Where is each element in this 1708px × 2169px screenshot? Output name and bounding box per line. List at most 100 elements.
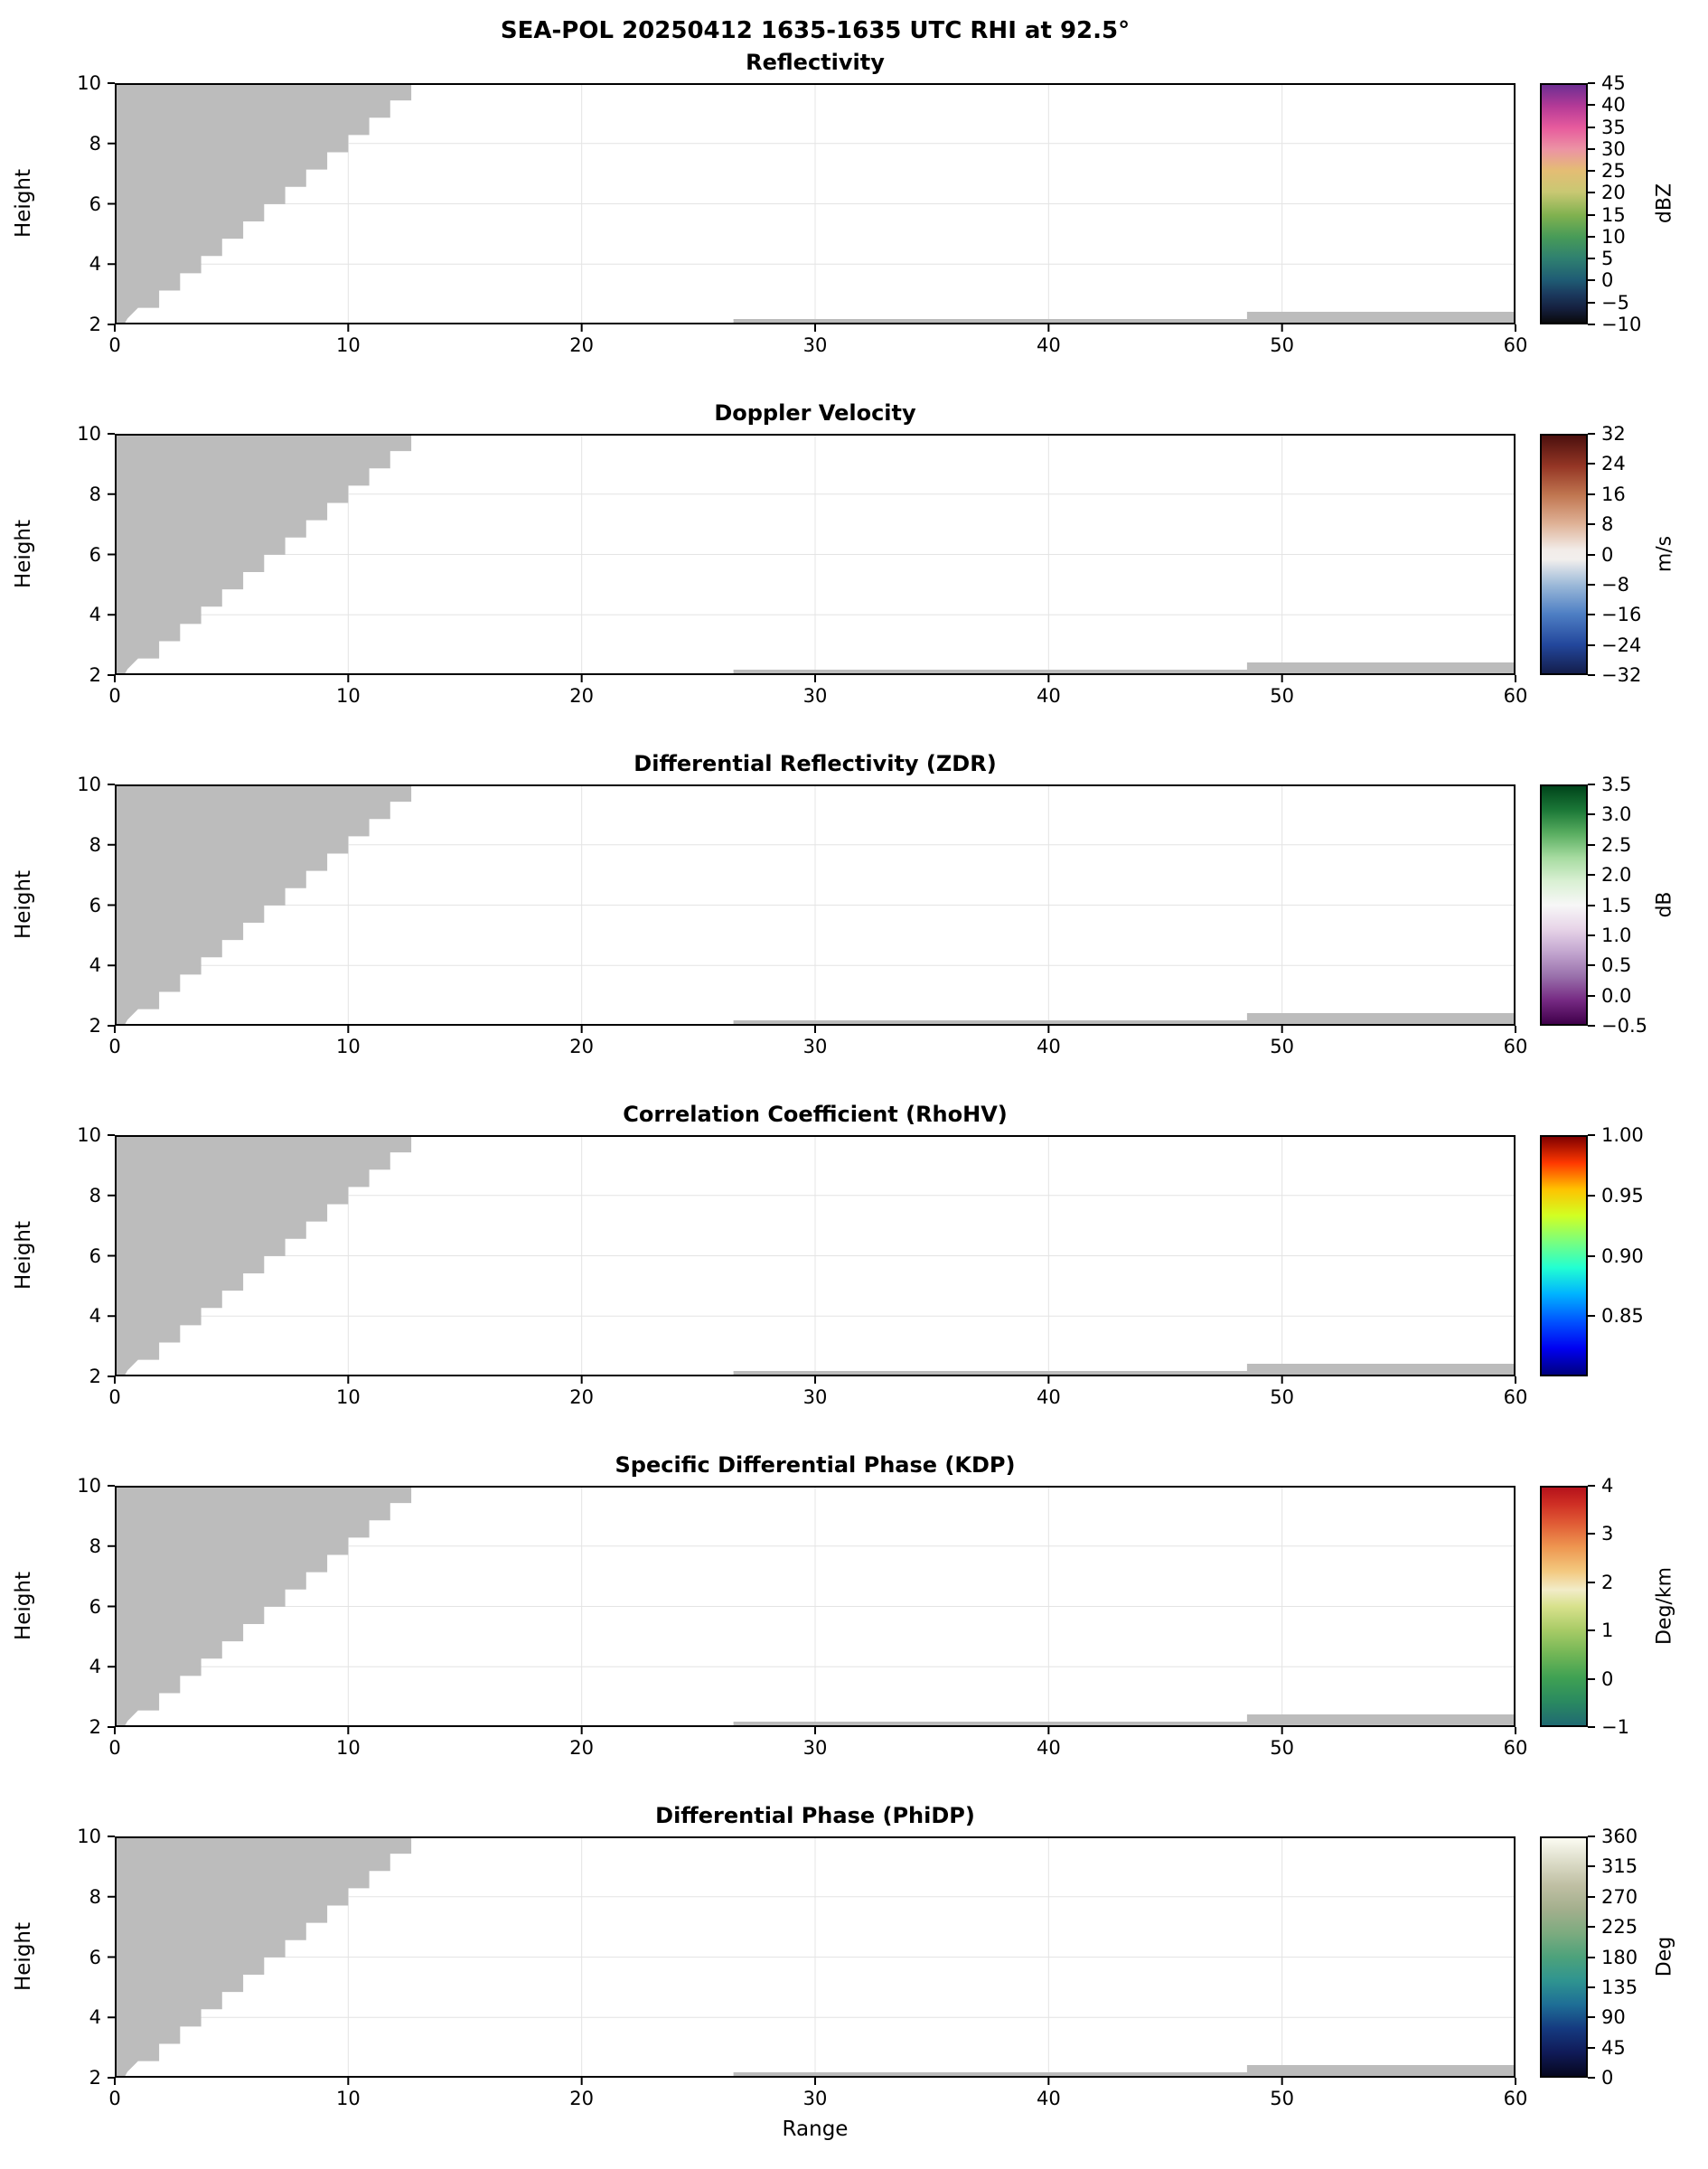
plot-frame: [115, 1836, 1516, 2078]
panel-title: Doppler Velocity: [714, 400, 916, 426]
colorbar-tick-label: 1.00: [1601, 1124, 1644, 1146]
x-tick-label: 40: [1036, 2088, 1061, 2109]
colorbar-tick-label: 3.0: [1601, 803, 1632, 826]
colorbar-ticks: 4 3 2 1 0 −1: [0, 1475, 1708, 1738]
x-tick-labels: 0 10 20 30 40 50 60: [108, 685, 1527, 709]
axis-ticks: [108, 784, 1516, 1033]
panel-doppler-velocity: Doppler Velocity Height 2 4 6 8 10 0 10 20 30 40…: [0, 399, 1708, 710]
x-tick-label: 0: [108, 1386, 121, 1408]
colorbar-tick-mark: [1588, 1926, 1595, 1929]
colorbar-tick-label: 0: [1601, 543, 1614, 566]
colorbar-tick-mark: [1588, 1895, 1595, 1898]
colorbar-tick-label: −8: [1601, 573, 1629, 596]
blocked-wedge: [115, 784, 412, 1026]
gridlines: [115, 1836, 1516, 2078]
gridlines: [115, 434, 1516, 675]
low-level-strip: [733, 670, 1516, 675]
colorbar-tick-mark: [1588, 523, 1595, 526]
y-tick-label: 4: [89, 954, 101, 977]
colorbar-tick-label: 24: [1601, 453, 1626, 475]
no-data-mask: [115, 83, 1516, 324]
y-tick-label: 10: [77, 1826, 101, 1847]
colorbar-tick-label: 45: [1601, 72, 1626, 94]
x-tick-label: 20: [569, 1386, 595, 1408]
low-level-strip: [1246, 2065, 1516, 2078]
low-level-strip: [1246, 312, 1516, 324]
colorbar-tick-mark: [1588, 1485, 1595, 1487]
x-tick-label: 10: [335, 1036, 361, 1057]
axis-ticks: [108, 1485, 1516, 1734]
colorbar-tick-label: −0.5: [1601, 1015, 1647, 1037]
x-tick-labels: 0 10 20 30 40 50 60: [108, 334, 1527, 358]
x-tick-label: 40: [1036, 685, 1061, 707]
colorbar-tick-mark: [1588, 904, 1595, 906]
low-level-strip: [1246, 1364, 1516, 1376]
x-tick-label: 50: [1270, 685, 1295, 707]
no-data-mask: [115, 784, 1516, 1026]
colorbar-tick-mark: [1588, 1836, 1595, 1837]
x-tick-label: 0: [108, 685, 121, 707]
colorbar-tick-mark: [1588, 1677, 1595, 1680]
y-tick-label: 4: [89, 1305, 101, 1328]
axis-ticks: [108, 82, 1516, 332]
colorbar-tick-label: 45: [1601, 2036, 1626, 2059]
x-tick-label: 0: [108, 2088, 121, 2109]
y-tick-labels: 2 4 6 8 10: [0, 774, 101, 1037]
colorbar-tick-mark: [1588, 433, 1595, 435]
colorbar-tick-mark: [1588, 1986, 1595, 1988]
x-tick-label: 10: [335, 1737, 361, 1759]
x-tick-label: 50: [1270, 1036, 1295, 1057]
colorbar-tick-mark: [1588, 1194, 1595, 1197]
rhi-plot: [108, 1134, 1516, 1384]
low-level-strip: [733, 1371, 1516, 1376]
colorbar-tick-mark: [1588, 784, 1595, 785]
rhi-plot: [108, 433, 1516, 682]
colorbar-tick-mark: [1588, 1865, 1595, 1868]
colorbar-tick-mark: [1588, 192, 1595, 194]
low-level-strip: [1246, 1714, 1516, 1727]
colorbar-tick-label: 180: [1601, 1946, 1638, 1968]
colorbar-tick-label: 15: [1601, 203, 1626, 226]
axis-ticks: [108, 433, 1516, 682]
colorbar-unit-label: Deg: [1653, 1936, 1676, 1977]
x-tick-label: 0: [108, 334, 121, 356]
y-tick-label: 6: [89, 1946, 101, 1968]
colorbar-tick-label: 40: [1601, 94, 1626, 117]
colorbar-tick-label: 0.0: [1601, 984, 1632, 1007]
colorbar-tick-label: 0: [1601, 1667, 1614, 1690]
y-tick-label: 2: [89, 1716, 101, 1738]
no-data-mask: [115, 1135, 1516, 1376]
panel-specific-differential-phase: Specific Differential Phase (KDP) Height…: [0, 1451, 1708, 1762]
panel-plot-area: Height 2 4 6 8 10 0 10 20 30 40 50 60 3.5 3.0 2.5 2.0…: [0, 774, 1708, 1061]
colorbar-tick-label: 1.0: [1601, 924, 1632, 946]
x-tick-label: 60: [1503, 1036, 1528, 1057]
colorbar-tick-label: −32: [1601, 664, 1642, 686]
colorbar-ticks: 360 315 270 225 180 135 90 45 0: [0, 1826, 1708, 2089]
x-tick-label: 60: [1503, 2088, 1528, 2109]
panel-plot-area: Height 2 4 6 8 10 0 10 20 30 40 50 60 32 24 16 8 0 −8 −1…: [0, 423, 1708, 710]
colorbar-tick-mark: [1588, 213, 1595, 216]
colorbar-tick-label: 4: [1601, 1475, 1614, 1497]
panel-correlation-coefficient: Correlation Coefficient (RhoHV) Height 2…: [0, 1101, 1708, 1412]
colorbar-tick-label: 2: [1601, 1571, 1614, 1593]
colorbar-tick-label: 35: [1601, 116, 1626, 138]
y-tick-label: 6: [89, 894, 101, 916]
colorbar-tick-mark: [1588, 301, 1595, 304]
panel-plot-area: Height 2 4 6 8 10 0 10 20 30 40 50 60 45 40 35 30 25 20…: [0, 72, 1708, 360]
plot-frame: [115, 1486, 1516, 1727]
y-tick-label: 8: [89, 132, 101, 155]
blocked-wedge: [115, 1836, 412, 2078]
panel-plot-area: Height 2 4 6 8 10 0 10 20 30 40 50 60 360 315 270 225…: [0, 1826, 1708, 2113]
colorbar-ticks: 3.5 3.0 2.5 2.0 1.5 1.0 0.5 0.0 −0.5: [0, 774, 1708, 1037]
colorbar-tick-label: 0: [1601, 2067, 1614, 2089]
y-tick-label: 2: [89, 1366, 101, 1387]
axis-ticks: [108, 1836, 1516, 2085]
x-tick-label: 10: [335, 334, 361, 356]
panel-title: Correlation Coefficient (RhoHV): [623, 1102, 1008, 1127]
y-tick-label: 10: [77, 72, 101, 94]
low-level-strip: [733, 1722, 1516, 1727]
colorbar-tick-mark: [1588, 2016, 1595, 2019]
x-tick-labels: 0 10 20 30 40 50 60: [108, 1386, 1527, 1410]
colorbar-tick-mark: [1588, 1315, 1595, 1318]
colorbar-tick-mark: [1588, 1629, 1595, 1632]
